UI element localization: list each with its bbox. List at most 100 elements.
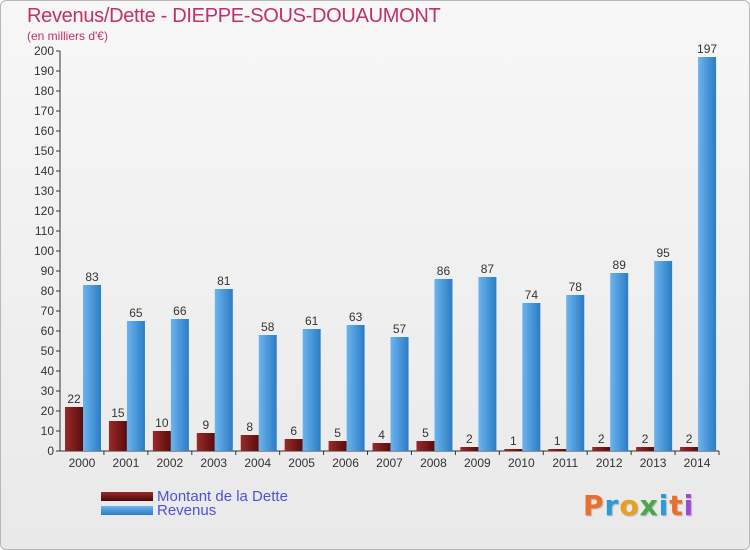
data-label-revenus-2008: 86 xyxy=(437,264,451,278)
bar-dette-2007 xyxy=(372,443,391,451)
data-label-dette-2004: 8 xyxy=(246,420,253,434)
data-label-dette-2009: 2 xyxy=(466,432,473,446)
y-tick-label: 200 xyxy=(34,44,54,58)
x-tick-label: 2002 xyxy=(156,456,183,470)
y-tick-label: 130 xyxy=(34,184,54,198)
x-tick-label: 2000 xyxy=(69,456,96,470)
y-tick-label: 30 xyxy=(41,384,55,398)
data-label-dette-2010: 1 xyxy=(510,434,517,448)
bar-dette-2008 xyxy=(416,441,435,451)
bar-dette-2006 xyxy=(328,441,347,451)
y-tick-label: 80 xyxy=(41,284,55,298)
logo-letter: P xyxy=(583,489,605,522)
bar-dette-2011 xyxy=(548,449,567,451)
x-tick-label: 2003 xyxy=(200,456,227,470)
logo-letter: i xyxy=(683,489,695,522)
bar-revenus-2002 xyxy=(170,319,189,451)
bar-dette-2010 xyxy=(504,449,523,451)
x-tick-label: 2014 xyxy=(684,456,711,470)
y-tick-label: 100 xyxy=(34,244,54,258)
bar-dette-2004 xyxy=(240,435,259,451)
y-tick-label: 120 xyxy=(34,204,54,218)
logo-letter: o xyxy=(619,489,640,522)
bar-revenus-2004 xyxy=(258,335,277,451)
logo-letter: t xyxy=(669,489,684,522)
x-tick-label: 2008 xyxy=(420,456,447,470)
legend-label-revenus: Revenus xyxy=(157,501,217,519)
y-tick-label: 170 xyxy=(34,104,54,118)
bar-dette-2014 xyxy=(680,447,699,451)
data-label-revenus-2011: 78 xyxy=(569,280,583,294)
y-tick-label: 160 xyxy=(34,124,54,138)
x-tick-label: 2011 xyxy=(552,456,578,470)
bar-revenus-2013 xyxy=(654,261,673,451)
bar-dette-2003 xyxy=(196,433,215,451)
bar-revenus-2008 xyxy=(434,279,453,451)
bar-revenus-2010 xyxy=(522,303,541,451)
x-tick-label: 2013 xyxy=(640,456,667,470)
data-label-revenus-2007: 57 xyxy=(393,322,407,336)
data-label-dette-2002: 10 xyxy=(155,416,169,430)
x-tick-label: 2006 xyxy=(332,456,359,470)
data-label-dette-2005: 6 xyxy=(290,424,297,438)
y-tick-label: 90 xyxy=(41,264,55,278)
bar-dette-2002 xyxy=(152,431,171,451)
data-label-dette-2014: 2 xyxy=(686,432,693,446)
data-label-dette-2001: 15 xyxy=(111,406,125,420)
y-tick-label: 110 xyxy=(35,224,54,238)
bar-revenus-2005 xyxy=(302,329,321,451)
bar-dette-2000 xyxy=(65,407,83,451)
y-tick-label: 60 xyxy=(41,324,55,338)
y-tick-label: 180 xyxy=(34,84,54,98)
legend-swatch-dette xyxy=(101,491,153,501)
legend-label-dette: Montant de la Dette xyxy=(157,487,288,505)
data-label-revenus-2013: 95 xyxy=(656,246,670,260)
data-label-dette-2008: 5 xyxy=(422,426,429,440)
bar-revenus-2009 xyxy=(478,277,497,451)
data-label-revenus-2012: 89 xyxy=(613,258,627,272)
bar-revenus-2001 xyxy=(126,321,145,451)
y-tick-label: 190 xyxy=(34,64,54,78)
y-tick-label: 10 xyxy=(41,424,55,438)
y-tick-label: 50 xyxy=(41,344,55,358)
data-label-revenus-2009: 87 xyxy=(481,262,495,276)
legend-item-revenus: Revenus xyxy=(101,501,217,519)
data-label-revenus-2003: 81 xyxy=(217,274,231,288)
y-tick-label: 140 xyxy=(34,164,54,178)
bar-dette-2005 xyxy=(284,439,303,451)
data-label-revenus-2010: 74 xyxy=(525,288,539,302)
chart-title: Revenus/Dette - DIEPPE-SOUS-DOUAUMONT xyxy=(27,5,441,27)
chart-subtitle: (en milliers d'€) xyxy=(27,29,108,43)
x-tick-label: 2005 xyxy=(288,456,315,470)
bar-revenus-2007 xyxy=(390,337,409,451)
bar-dette-2001 xyxy=(108,421,127,451)
data-label-revenus-2005: 61 xyxy=(305,314,319,328)
y-tick-label: 20 xyxy=(41,404,55,418)
x-tick-label: 2010 xyxy=(508,456,535,470)
y-tick-label: 70 xyxy=(41,304,55,318)
bar-dette-2013 xyxy=(636,447,655,451)
y-tick-label: 40 xyxy=(41,364,55,378)
x-tick-label: 2012 xyxy=(596,456,623,470)
bar-revenus-2003 xyxy=(214,289,233,451)
x-tick-label: 2007 xyxy=(376,456,403,470)
data-label-dette-2003: 9 xyxy=(202,418,209,432)
data-label-revenus-2001: 65 xyxy=(129,306,143,320)
legend-item-dette: Montant de la Dette xyxy=(101,487,288,505)
data-label-dette-2007: 4 xyxy=(378,428,385,442)
bar-dette-2012 xyxy=(592,447,611,451)
data-label-dette-2012: 2 xyxy=(598,432,605,446)
y-tick-label: 150 xyxy=(34,144,54,158)
logo-letter: r xyxy=(604,489,620,522)
bar-revenus-2012 xyxy=(610,273,629,451)
x-tick-label: 2009 xyxy=(464,456,491,470)
bar-revenus-2006 xyxy=(346,325,365,451)
data-label-revenus-2004: 58 xyxy=(261,320,275,334)
bar-revenus-2011 xyxy=(566,295,585,451)
data-label-dette-2006: 5 xyxy=(334,426,341,440)
y-tick-label: 0 xyxy=(47,444,54,458)
data-label-dette-2000: 22 xyxy=(67,392,81,406)
legend-swatch-revenus xyxy=(101,505,153,515)
